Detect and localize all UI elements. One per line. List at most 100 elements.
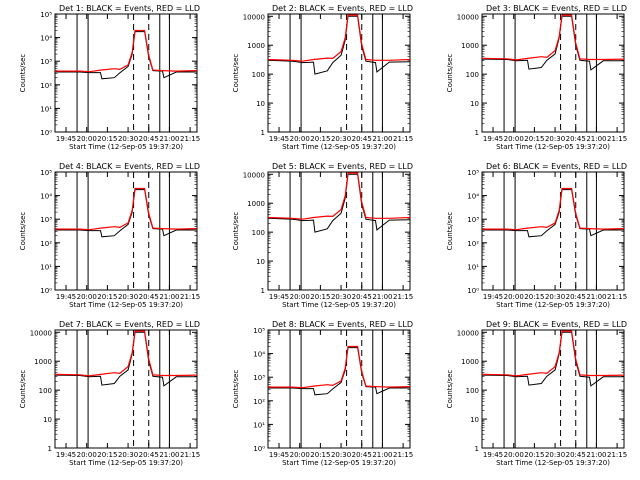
series-lld-line [267,14,411,62]
x-tick-label: 20:15 [310,135,330,143]
series-lld-line [55,29,198,73]
y-tick-label: 10³ [40,58,52,66]
plot-frame [54,171,198,291]
x-tick-label: 21:15 [393,451,413,459]
y-tick-label: 10¹ [40,105,52,113]
panel-title: Det 8: BLACK = Events, RED = LLD [272,320,413,329]
x-tick-label: 20:30 [331,451,351,459]
x-tick-label: 19:45 [483,451,503,459]
y-tick-label: 10² [40,82,52,90]
y-tick-label: 10 [256,258,265,266]
panel-det-5: Det 5: BLACK = Events, RED = LLD 1 10 100 10… [232,162,413,309]
plot-frame [267,329,411,449]
x-tick-label: 20:00 [504,451,524,459]
x-tick-label: 20:15 [524,135,544,143]
y-tick-label: 10⁰ [40,129,52,137]
series-lld-line [482,187,625,231]
y-tick-label: 10⁴ [40,35,52,43]
x-tick-label: 20:00 [77,293,97,301]
y-axis-label: Counts/sec [446,54,454,93]
x-tick-label: 20:30 [545,293,565,301]
y-tick-label: 10⁰ [467,287,479,295]
y-tick-label: 10 [470,416,479,424]
panel-title: Det 3: BLACK = Events, RED = LLD [486,4,627,13]
y-tick-label: 10 [470,100,479,108]
series-lld-line [54,330,198,377]
panel-title: Det 1: BLACK = Events, RED = LLD [59,4,200,13]
y-tick-label: 10³ [467,216,479,224]
y-tick-label: 10⁰ [253,445,265,453]
x-tick-label: 20:15 [310,293,330,301]
x-tick-label: 20:00 [290,135,310,143]
y-tick-label: 10⁵ [40,11,52,19]
x-tick-label: 21:15 [393,135,413,143]
y-axis-label: Counts/sec [232,370,240,409]
x-tick-label: 21:15 [180,135,200,143]
x-tick-label: 20:15 [97,293,117,301]
panel-title: Det 7: BLACK = Events, RED = LLD [59,320,200,329]
x-tick-label: 20:45 [139,135,159,143]
x-tick-label: 20:00 [290,293,310,301]
y-tick-label: 1 [261,129,265,137]
y-axis-label: Counts/sec [232,212,240,251]
y-tick-label: 10000 [457,13,479,21]
x-tick-label: 21:00 [159,293,179,301]
x-tick-label: 19:45 [56,135,76,143]
panel-det-4: Det 4: BLACK = Events, RED = LLD 10⁰ 10¹ 10… [19,162,200,309]
series-lld-line [268,345,411,389]
y-tick-label: 10⁵ [467,169,479,177]
y-axis-label: Counts/sec [19,370,27,409]
y-tick-label: 10000 [243,13,265,21]
panel-det-9: Det 9: BLACK = Events, RED = LLD 1 10 100 10… [446,320,627,467]
x-tick-label: 21:00 [372,135,392,143]
series-lld-line [267,172,411,220]
y-tick-label: 10¹ [253,421,265,429]
panel-det-1: Det 1: BLACK = Events, RED = LLD 10⁰ 10¹ 10… [19,4,200,151]
x-tick-label: 20:30 [118,135,138,143]
y-tick-label: 100 [466,71,479,79]
panel-title: Det 5: BLACK = Events, RED = LLD [272,162,413,171]
x-tick-label: 20:45 [139,451,159,459]
x-axis-label: Start Time (12-Sep-05 19:37:20) [282,301,396,309]
x-tick-label: 21:00 [586,135,606,143]
y-axis-label: Counts/sec [19,212,27,251]
panel-title: Det 4: BLACK = Events, RED = LLD [59,162,200,171]
x-tick-label: 20:00 [504,293,524,301]
x-axis-label: Start Time (12-Sep-05 19:37:20) [496,301,610,309]
y-axis-label: Counts/sec [19,54,27,93]
x-axis-label: Start Time (12-Sep-05 19:37:20) [69,301,183,309]
series-events-line [481,15,624,71]
x-tick-label: 21:15 [607,293,627,301]
x-tick-label: 20:30 [331,135,351,143]
y-tick-label: 10 [256,100,265,108]
y-tick-label: 100 [39,387,52,395]
series-events-line [54,331,197,387]
x-tick-label: 21:15 [180,293,200,301]
series-events-line [268,347,410,396]
y-tick-label: 10 [43,416,52,424]
y-axis-label: Counts/sec [446,212,454,251]
panel-det-6: Det 6: BLACK = Events, RED = LLD 10⁰ 10¹ 10… [446,162,627,309]
x-tick-label: 21:15 [607,451,627,459]
y-tick-label: 1 [475,129,479,137]
x-tick-label: 19:45 [269,451,289,459]
x-tick-label: 21:15 [393,293,413,301]
x-tick-label: 19:45 [56,451,76,459]
x-tick-label: 20:00 [504,135,524,143]
x-tick-label: 21:00 [586,293,606,301]
panel-det-2: Det 2: BLACK = Events, RED = LLD 1 10 100 10… [232,4,413,151]
y-tick-label: 10¹ [467,263,479,271]
y-tick-label: 1000 [461,42,479,50]
panel-title: Det 6: BLACK = Events, RED = LLD [486,162,627,171]
x-tick-label: 19:45 [56,293,76,301]
y-tick-label: 1000 [247,200,265,208]
series-lld-line [481,14,625,61]
y-tick-label: 1000 [247,42,265,50]
y-axis-label: Counts/sec [446,370,454,409]
x-tick-label: 21:15 [607,135,627,143]
panel-title: Det 2: BLACK = Events, RED = LLD [272,4,413,13]
x-axis-label: Start Time (12-Sep-05 19:37:20) [496,459,610,467]
series-events-line [482,189,624,238]
plot-frame [481,13,625,133]
y-tick-label: 10³ [253,374,265,382]
